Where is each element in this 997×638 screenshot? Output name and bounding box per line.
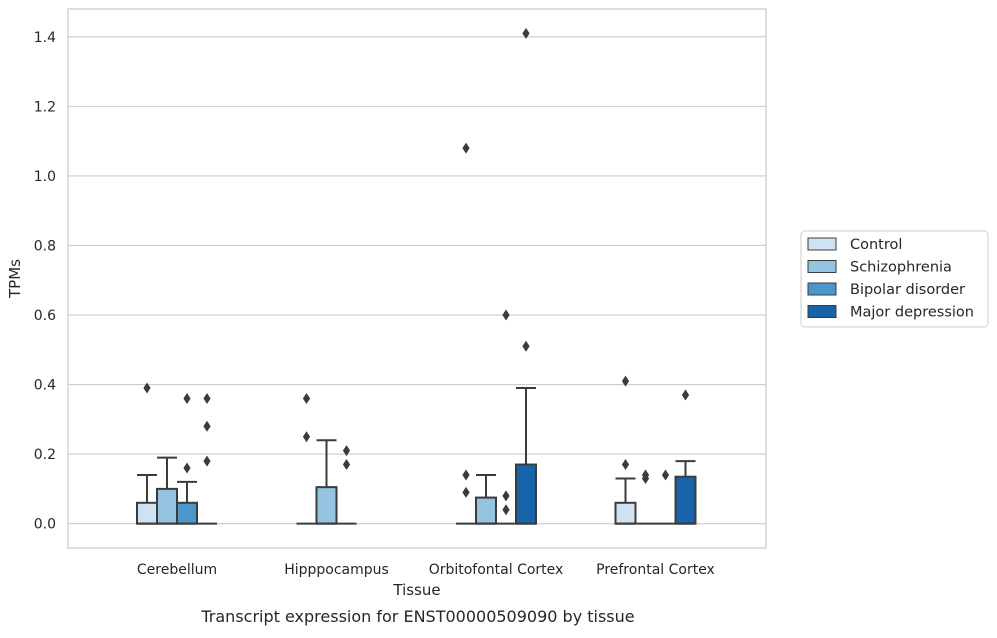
- outlier-marker: [302, 392, 311, 404]
- figure-caption: Transcript expression for ENST0000050909…: [200, 607, 634, 626]
- outlier-marker: [522, 340, 530, 352]
- legend-label: Bipolar disorder: [850, 282, 965, 298]
- box-body: [176, 501, 198, 525]
- outlier-marker: [661, 469, 670, 481]
- box-control: [456, 142, 476, 525]
- legend-swatch: [807, 305, 837, 318]
- legend-frame: [800, 230, 989, 328]
- box-body: [156, 487, 178, 525]
- y-tick-label: 0.8: [34, 238, 56, 254]
- y-tick-label: 0.4: [34, 378, 56, 394]
- legend-label: Major depression: [850, 305, 974, 321]
- box-body: [614, 501, 637, 525]
- box-body: [674, 475, 697, 525]
- y-tick-label: 0.0: [34, 517, 56, 533]
- legend-label: Schizophrenia: [850, 260, 952, 276]
- box-schizophrenia: [635, 469, 656, 525]
- legend-swatch: [807, 282, 837, 296]
- outlier-marker: [621, 459, 630, 471]
- legend-swatch: [807, 260, 837, 273]
- y-axis-label: TPMs: [6, 259, 24, 299]
- outlier-marker: [641, 472, 650, 484]
- outlier-marker: [502, 504, 510, 516]
- x-tick-label: Hipppocampus: [284, 562, 389, 578]
- box-control: [296, 392, 317, 525]
- legend: Control Schizophrenia Bipolar disorder Majo…: [800, 230, 989, 328]
- box-control: [614, 375, 637, 525]
- box-bipolar-disorder: [176, 392, 198, 525]
- outlier-marker: [183, 392, 191, 404]
- outlier-marker: [621, 375, 630, 387]
- outlier-marker: [522, 27, 530, 39]
- x-tick-labels: Cerebellum Hipppocampus Orbitofontal Corte…: [137, 562, 715, 578]
- box-body: [515, 463, 537, 525]
- box-bipolar-disorder: [496, 309, 516, 525]
- outlier-marker: [183, 462, 191, 474]
- y-tick-label: 1.0: [34, 169, 56, 185]
- y-tick-label: 0.2: [34, 447, 56, 463]
- outlier-marker: [143, 382, 151, 394]
- outlier-marker: [203, 455, 211, 467]
- outlier-marker: [502, 309, 510, 321]
- outlier-marker: [203, 420, 211, 432]
- x-tick-label: Prefrontal Cortex: [596, 562, 715, 578]
- outlier-marker: [203, 392, 211, 404]
- box-body: [136, 501, 158, 525]
- legend-swatch: [807, 237, 837, 251]
- y-tick-label: 1.2: [34, 99, 56, 115]
- box-control: [136, 382, 158, 525]
- outlier-marker: [502, 490, 510, 502]
- box-elements: [136, 27, 697, 525]
- box-bipolar-disorder: [336, 445, 357, 525]
- outlier-marker: [681, 389, 690, 401]
- box-major-depression: [674, 389, 697, 525]
- legend-label: Control: [850, 237, 902, 253]
- box-schizophrenia: [315, 439, 338, 525]
- x-tick-label: Cerebellum: [137, 562, 217, 578]
- y-tick-label: 1.4: [34, 30, 56, 46]
- box-major-depression: [197, 392, 217, 525]
- outlier-marker: [462, 469, 470, 481]
- outlier-marker: [302, 431, 311, 443]
- plot-frame: [67, 8, 767, 549]
- y-tick-labels: 0.0 0.2 0.4 0.6 0.8 1.0 1.2 1.4: [34, 30, 56, 533]
- x-tick-label: Orbitofontal Cortex: [429, 562, 564, 578]
- outlier-marker: [342, 459, 351, 471]
- box-bipolar-disorder: [655, 469, 676, 525]
- outlier-marker: [462, 142, 470, 154]
- x-axis-label: Tissue: [392, 581, 440, 599]
- box-schizophrenia: [475, 473, 497, 525]
- box-body: [315, 486, 338, 525]
- outlier-marker: [342, 445, 351, 457]
- box-major-depression: [515, 27, 537, 525]
- y-tick-label: 0.6: [34, 308, 56, 324]
- outlier-marker: [462, 486, 470, 498]
- box-schizophrenia: [156, 456, 178, 525]
- box-body: [475, 496, 497, 525]
- grid-lines: [68, 36, 766, 525]
